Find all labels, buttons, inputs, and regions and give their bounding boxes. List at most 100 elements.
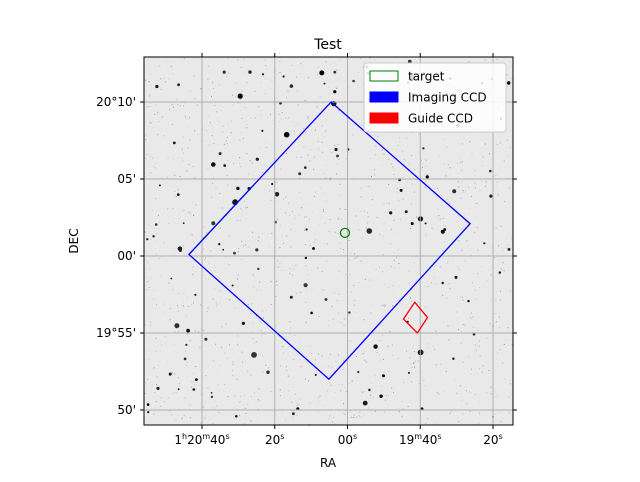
sky-noise-pixel <box>470 368 472 370</box>
sky-noise-pixel <box>219 192 221 194</box>
sky-noise-pixel <box>296 156 298 158</box>
sky-noise-pixel <box>193 302 194 304</box>
sky-noise-pixel <box>461 170 463 172</box>
sky-noise-pixel <box>336 87 338 89</box>
sky-noise-pixel <box>402 408 404 410</box>
sky-noise-pixel <box>232 361 234 363</box>
sky-noise-pixel <box>495 227 497 229</box>
sky-noise-pixel <box>185 116 186 118</box>
sky-noise-pixel <box>301 207 303 209</box>
sky-noise-pixel <box>499 411 501 413</box>
sky-noise-pixel <box>181 58 182 60</box>
sky-noise-pixel <box>177 157 179 159</box>
sky-noise-pixel <box>326 243 328 245</box>
sky-noise-pixel <box>398 263 400 264</box>
sky-noise-pixel <box>264 93 266 94</box>
sky-noise-pixel <box>435 331 437 332</box>
sky-noise-pixel <box>366 396 368 398</box>
sky-noise-pixel <box>325 164 327 166</box>
sky-noise-pixel <box>490 387 492 389</box>
imaging-ccd-footprint <box>187 101 472 381</box>
sky-noise-pixel <box>240 395 241 397</box>
sky-noise-pixel <box>257 304 259 306</box>
sky-noise-pixel <box>318 316 320 318</box>
sky-noise-pixel <box>458 240 460 241</box>
sky-noise-pixel <box>438 393 440 395</box>
sky-noise-pixel <box>300 73 302 75</box>
sky-noise-pixel <box>236 378 238 380</box>
sky-noise-pixel <box>507 86 509 88</box>
sky-noise-pixel <box>250 413 251 415</box>
sky-noise-pixel <box>321 355 323 357</box>
sky-noise-pixel <box>276 280 278 282</box>
star <box>154 223 158 226</box>
sky-noise-pixel <box>318 401 320 403</box>
sky-noise-pixel <box>348 227 350 229</box>
sky-noise-pixel <box>351 303 353 305</box>
sky-noise-pixel <box>392 305 393 307</box>
sky-noise-pixel <box>462 191 464 193</box>
sky-noise-pixel <box>449 410 451 412</box>
sky-noise-pixel <box>322 366 323 368</box>
sky-noise-pixel <box>462 324 464 325</box>
star <box>305 228 308 231</box>
star <box>366 228 373 234</box>
sky-noise-pixel <box>333 292 335 294</box>
sky-noise-pixel <box>235 82 237 84</box>
sky-noise-pixel <box>410 297 411 299</box>
sky-noise-pixel <box>462 299 464 301</box>
sky-noise-pixel <box>239 139 241 141</box>
sky-noise-pixel <box>349 340 351 342</box>
sky-noise-pixel <box>447 164 449 166</box>
sky-noise-pixel <box>344 387 346 388</box>
sky-noise-pixel <box>343 318 345 320</box>
sky-noise-pixel <box>288 390 290 392</box>
star <box>489 194 493 198</box>
sky-noise-pixel <box>353 417 355 418</box>
sky-noise-pixel <box>327 418 329 420</box>
x-axis-label: RA <box>320 456 337 470</box>
sky-noise-pixel <box>247 207 249 209</box>
sky-noise-pixel <box>418 345 419 346</box>
sky-noise-pixel <box>408 282 410 284</box>
sky-noise-pixel <box>171 372 173 374</box>
sky-noise-pixel <box>240 208 242 210</box>
sky-noise-pixel <box>291 210 293 212</box>
sky-noise-pixel <box>203 126 205 128</box>
sky-noise-pixel <box>331 305 333 307</box>
sky-noise-pixel <box>155 163 157 165</box>
sky-noise-pixel <box>220 109 222 111</box>
sky-noise-pixel <box>388 210 390 212</box>
sky-noise-pixel <box>218 84 220 86</box>
sky-noise-pixel <box>379 359 381 361</box>
sky-noise-pixel <box>460 197 462 199</box>
sky-noise-pixel <box>507 244 509 246</box>
sky-noise-pixel <box>382 358 384 360</box>
sky-noise-pixel <box>390 228 392 230</box>
sky-noise-pixel <box>195 204 197 206</box>
star <box>424 222 427 225</box>
sky-noise-pixel <box>228 207 230 209</box>
sky-noise-pixel <box>361 349 363 351</box>
sky-noise-pixel <box>285 196 287 198</box>
sky-noise-pixel <box>401 416 403 418</box>
star <box>210 392 213 394</box>
sky-noise-pixel <box>280 208 282 210</box>
star <box>440 229 445 234</box>
sky-noise-pixel <box>392 232 394 234</box>
sky-noise-pixel <box>343 252 345 254</box>
sky-noise-pixel <box>207 387 209 389</box>
sky-noise-pixel <box>173 373 175 375</box>
sky-noise-pixel <box>447 325 449 327</box>
sky-noise-pixel <box>147 261 149 263</box>
sky-noise-pixel <box>458 269 460 271</box>
sky-noise-pixel <box>272 201 274 202</box>
sky-noise-pixel <box>338 384 340 386</box>
sky-noise-pixel <box>447 237 449 239</box>
star <box>304 256 308 260</box>
sky-noise-pixel <box>461 249 463 251</box>
sky-noise-pixel <box>227 123 229 125</box>
sky-noise-pixel <box>154 228 156 230</box>
sky-noise-pixel <box>237 278 239 280</box>
sky-noise-pixel <box>363 391 365 393</box>
